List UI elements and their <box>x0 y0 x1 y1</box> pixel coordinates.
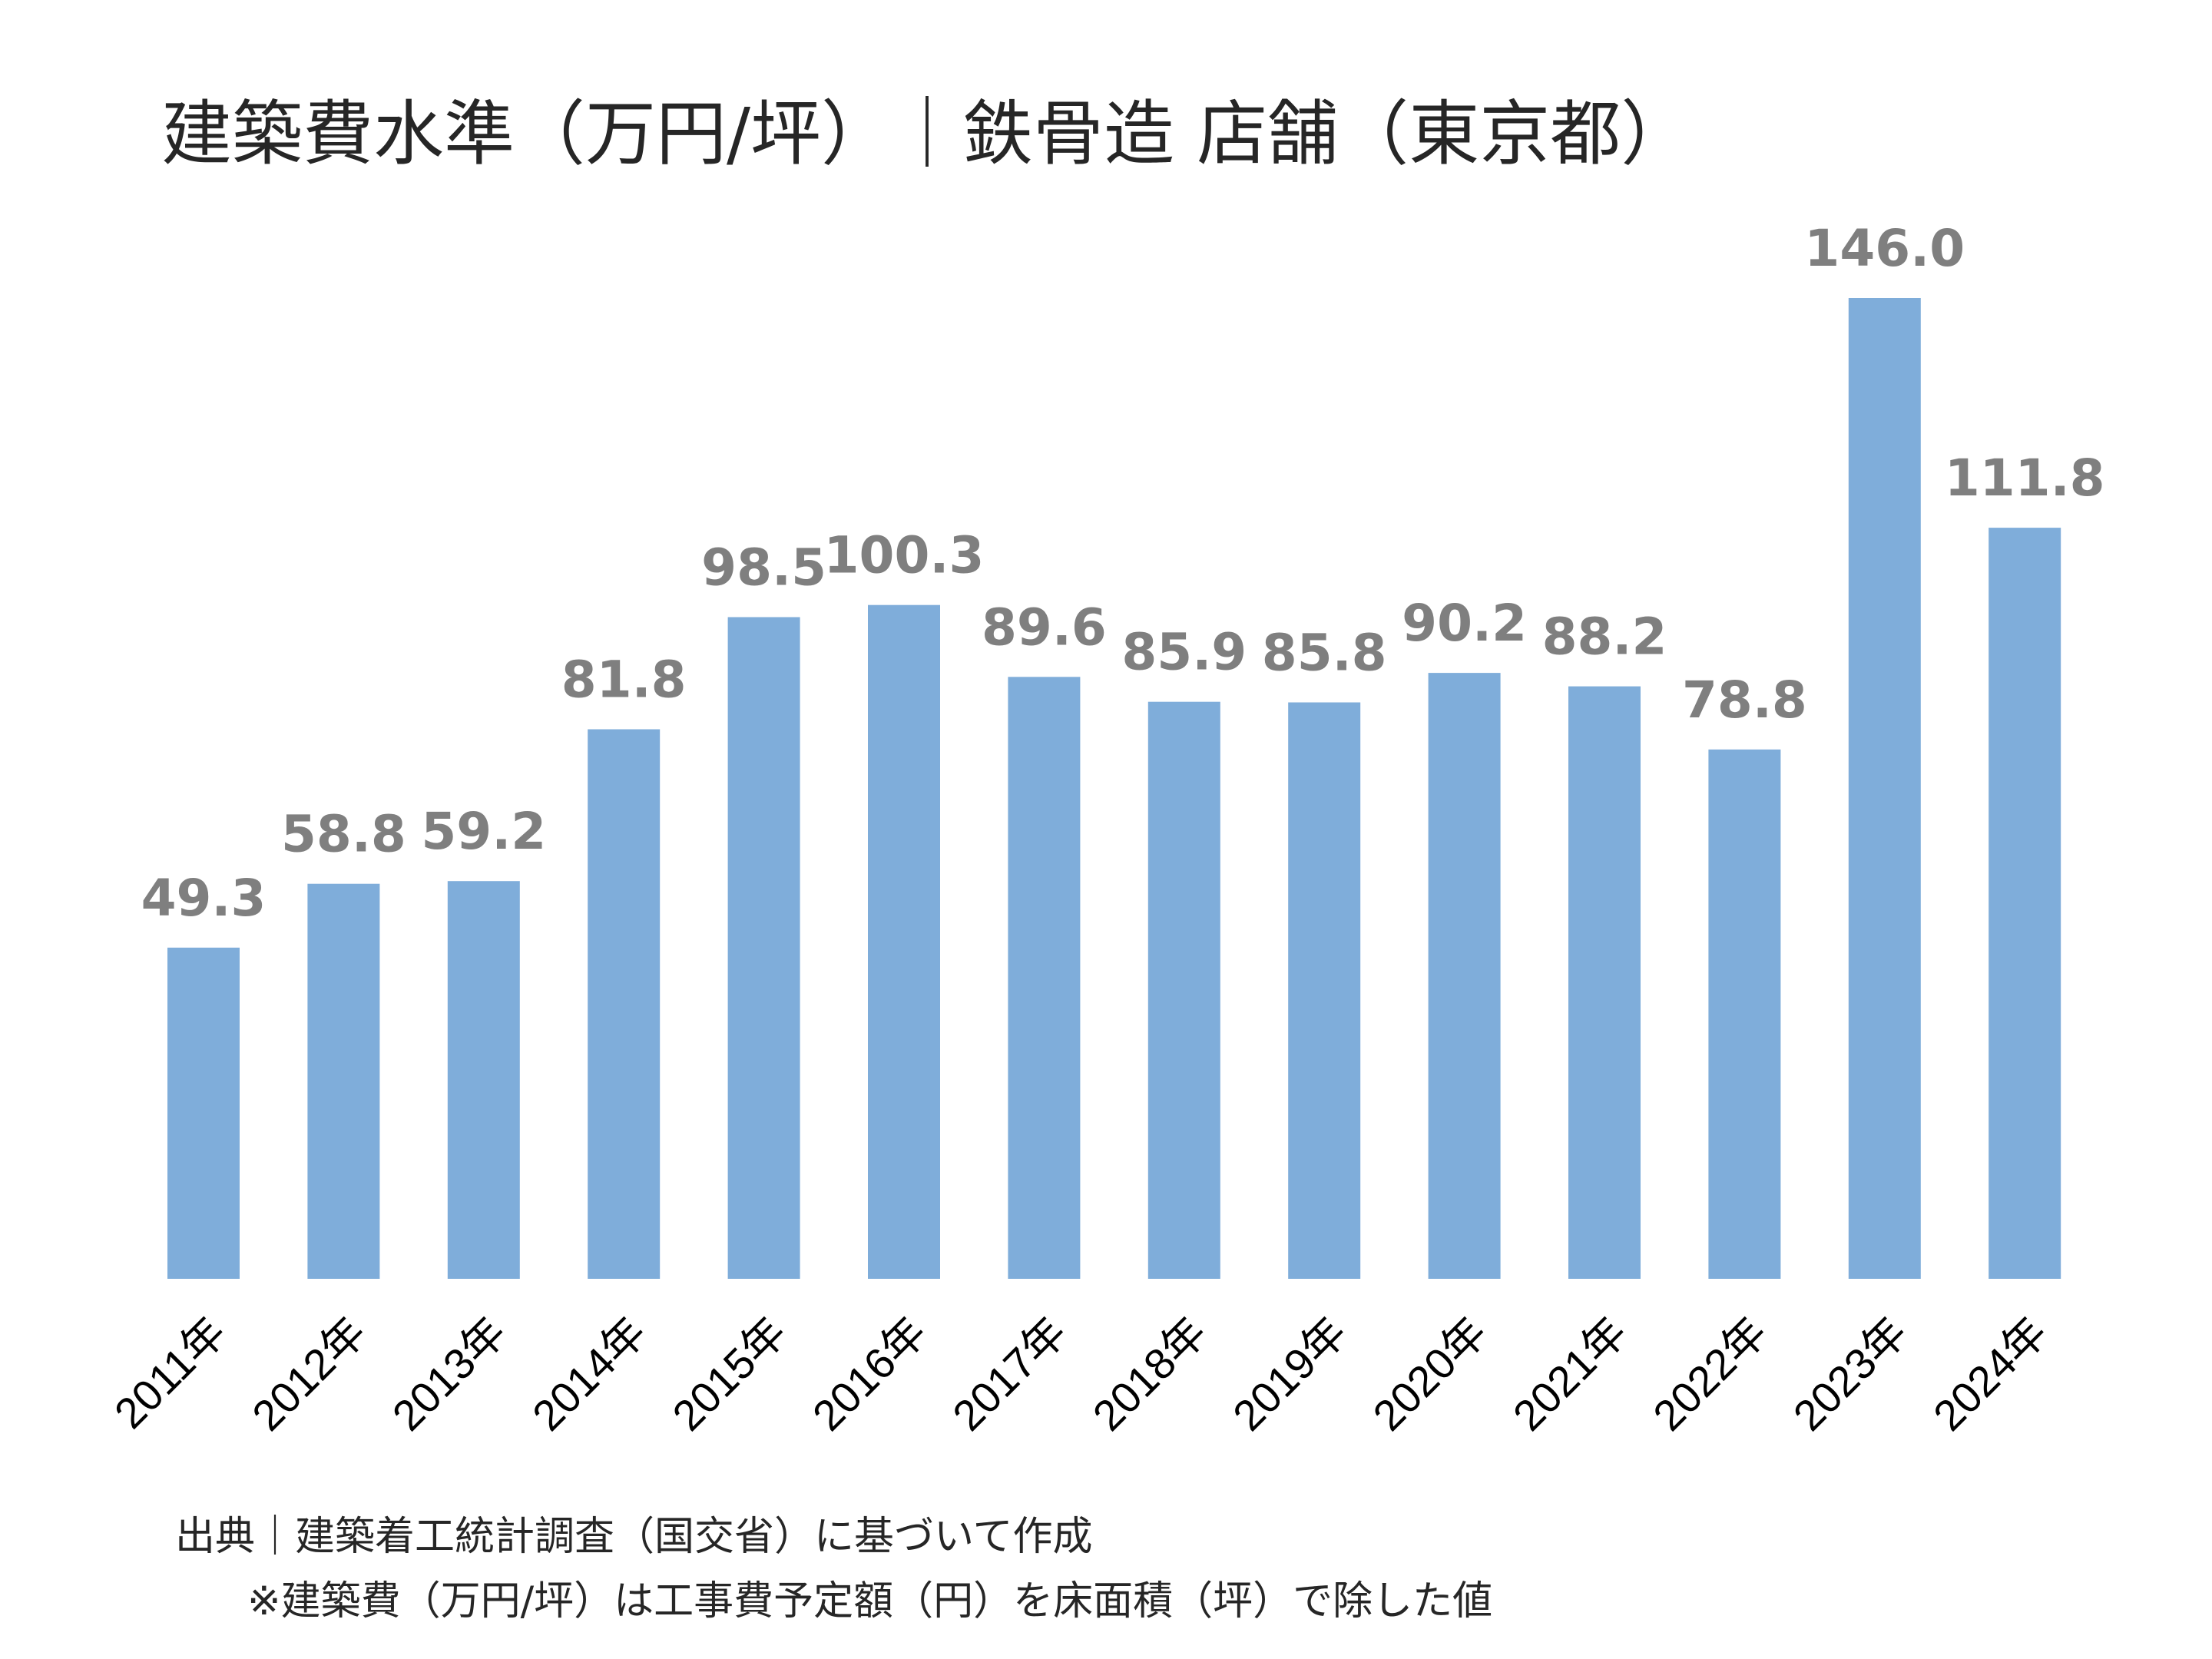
bar-2012年 <box>307 883 380 1279</box>
x-tick-label: 2019年 <box>1224 1307 1356 1439</box>
value-label: 59.2 <box>421 802 546 861</box>
formula-note: ※建築費（万円/坪）は工事費予定額（円）を床面積（坪）で除した値 <box>247 1578 1493 1624</box>
bars <box>167 298 2061 1279</box>
bar-2016年 <box>868 604 940 1279</box>
value-label: 100.3 <box>824 526 985 585</box>
x-tick-labels: 2011年 2012年 2013年 2014年 2015年 2016年 2017年 2018年… <box>105 1307 2056 1439</box>
x-tick-label: 2014年 <box>523 1307 655 1439</box>
x-tick-label: 2015年 <box>663 1307 795 1439</box>
value-label: 89.6 <box>982 598 1107 657</box>
x-tick-label: 2011年 <box>105 1307 235 1437</box>
value-label: 85.9 <box>1121 623 1247 682</box>
x-tick-label: 2023年 <box>1784 1307 1916 1439</box>
bar-2018年 <box>1147 701 1220 1279</box>
x-tick-label: 2018年 <box>1084 1307 1216 1439</box>
value-label: 146.0 <box>1804 219 1965 278</box>
x-tick-label: 2017年 <box>943 1307 1075 1439</box>
value-label: 98.5 <box>701 538 826 598</box>
bar-2019年 <box>1288 702 1361 1279</box>
value-label: 81.8 <box>561 651 687 710</box>
bar-2017年 <box>1008 677 1081 1279</box>
x-tick-label: 2021年 <box>1504 1307 1636 1439</box>
value-label: 85.8 <box>1262 624 1387 683</box>
x-tick-label: 2022年 <box>1644 1307 1776 1439</box>
bar-2020年 <box>1428 673 1501 1279</box>
value-label: 90.2 <box>1402 594 1527 653</box>
x-tick-label: 2024年 <box>1924 1307 2056 1439</box>
bar-2021年 <box>1568 686 1641 1279</box>
value-label: 111.8 <box>1945 449 2105 508</box>
bar-2022年 <box>1708 749 1781 1279</box>
bar-2013年 <box>447 881 520 1279</box>
bar-2015年 <box>727 617 800 1279</box>
value-label: 88.2 <box>1542 608 1667 667</box>
value-label: 58.8 <box>281 805 406 864</box>
value-label: 49.3 <box>141 869 267 928</box>
chart-title: 建築費水準（万円/坪）｜鉄骨造 店舗（東京都） <box>161 93 1692 175</box>
bar-2023年 <box>1848 298 1921 1279</box>
bar-2011年 <box>167 947 240 1279</box>
bar-2014年 <box>588 729 661 1279</box>
bar-2024年 <box>1988 528 2061 1279</box>
x-tick-label: 2013年 <box>383 1307 515 1439</box>
source-note: 出典｜建築着工統計調査（国交省）に基づいて作成 <box>175 1514 1093 1560</box>
x-tick-label: 2020年 <box>1363 1307 1495 1439</box>
value-label: 78.8 <box>1682 671 1807 730</box>
x-tick-label: 2012年 <box>243 1307 375 1439</box>
x-tick-label: 2016年 <box>803 1307 935 1439</box>
